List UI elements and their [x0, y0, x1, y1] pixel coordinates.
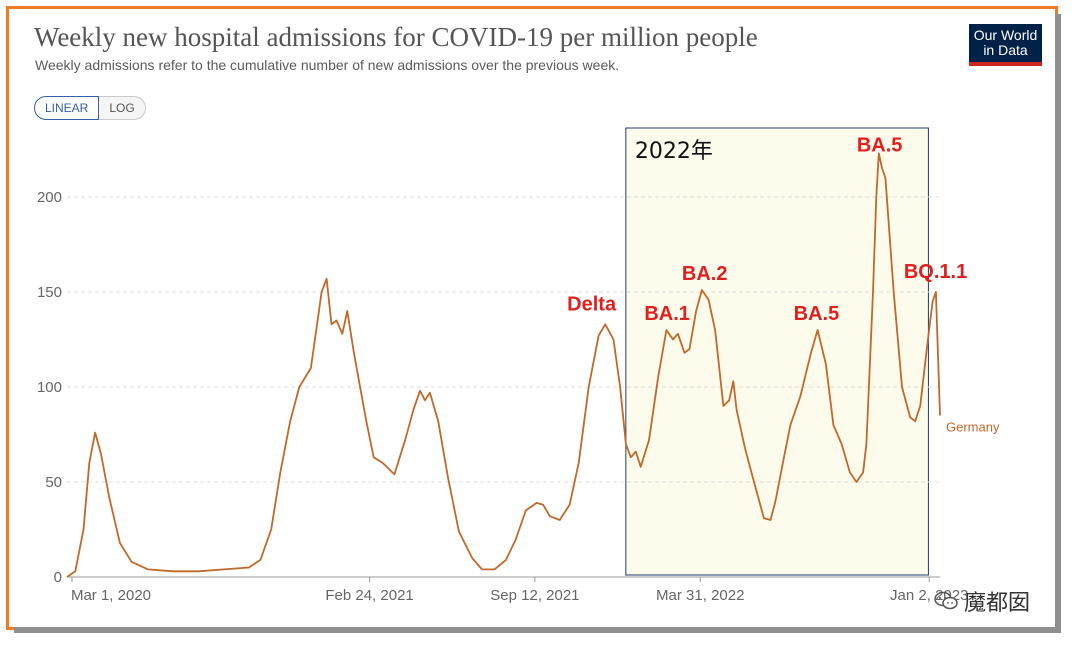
series-label: Germany	[946, 420, 1000, 435]
annotation-label: Delta	[567, 293, 617, 315]
annotation-label: BQ.1.1	[904, 261, 967, 283]
highlight-region-2022	[625, 127, 929, 576]
watermark-text: 魔都囡	[964, 590, 1031, 615]
watermark: 魔都囡	[934, 585, 1030, 617]
logo-line-1: Our World	[973, 27, 1038, 43]
y-tick-label: 100	[37, 379, 62, 396]
x-tick-label: Mar 31, 2022	[656, 587, 744, 604]
y-tick-label: 0	[54, 569, 62, 586]
linear-scale-button[interactable]: LINEAR	[34, 96, 100, 120]
annotation-label: BA.5	[857, 134, 903, 156]
logo-line-2: in Data	[983, 42, 1028, 58]
x-tick-label: Sep 12, 2021	[490, 587, 579, 604]
series-line-germany	[66, 152, 941, 578]
y-tick-label: 150	[37, 284, 62, 301]
chart-subtitle: Weekly admissions refer to the cumulativ…	[35, 57, 620, 73]
frame-shadow-right	[1055, 14, 1061, 630]
frame-shadow-bottom	[14, 627, 1061, 633]
line-chart: 2022年 0 50 100 150 200 Mar 1, 2020 Feb 24, 2021…	[37, 127, 1000, 604]
owid-logo[interactable]: Our World in Data	[969, 24, 1042, 66]
log-scale-button[interactable]: LOG	[99, 96, 146, 120]
y-tick-label: 200	[37, 189, 62, 206]
annotation-label: BA.1	[644, 303, 690, 325]
wechat-icon	[934, 591, 958, 611]
chart-title: Weekly new hospital admissions for COVID…	[34, 22, 758, 52]
x-tick-label: Mar 1, 2020	[71, 587, 151, 604]
x-tick-label: Feb 24, 2021	[325, 587, 413, 604]
scale-toggle: LINEAR LOG	[34, 96, 146, 120]
highlight-label: 2022年	[635, 139, 713, 164]
y-tick-label: 50	[45, 474, 62, 491]
annotation-label: BA.2	[682, 263, 728, 285]
annotation-label: BA.5	[794, 303, 840, 325]
